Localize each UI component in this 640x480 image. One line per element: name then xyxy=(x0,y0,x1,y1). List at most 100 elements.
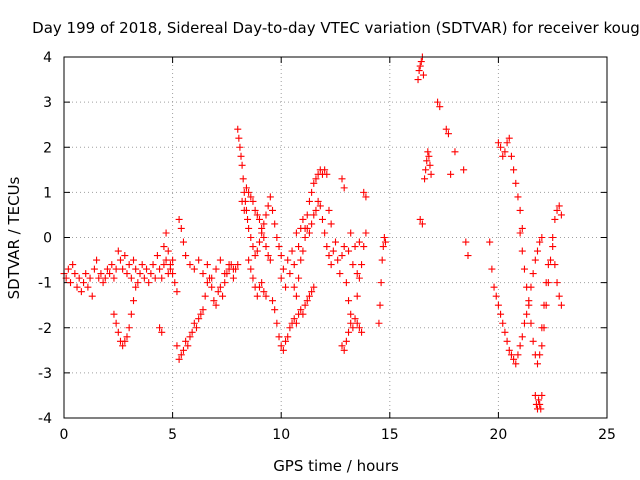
data-point xyxy=(149,261,157,269)
data-point xyxy=(275,243,283,251)
data-point xyxy=(303,211,311,219)
data-point xyxy=(378,256,386,264)
data-point xyxy=(208,283,216,291)
data-point xyxy=(245,224,253,232)
data-point xyxy=(551,261,559,269)
data-point xyxy=(116,256,124,264)
data-point xyxy=(69,261,77,269)
data-point xyxy=(162,229,170,237)
data-point xyxy=(355,324,363,332)
data-point xyxy=(251,206,259,214)
data-point xyxy=(516,206,524,214)
data-point xyxy=(110,310,118,318)
data-point xyxy=(358,328,366,336)
data-point xyxy=(503,337,511,345)
data-point xyxy=(262,243,270,251)
data-point xyxy=(290,283,298,291)
data-point xyxy=(186,261,194,269)
data-point xyxy=(360,188,368,196)
data-point xyxy=(295,243,303,251)
data-point xyxy=(121,252,129,260)
data-point xyxy=(219,292,227,300)
series-segment-w xyxy=(538,202,565,350)
data-point xyxy=(557,211,565,219)
data-point xyxy=(273,234,281,241)
data-point xyxy=(284,256,292,264)
data-point xyxy=(416,62,424,70)
data-point xyxy=(112,265,120,273)
data-point xyxy=(505,346,513,354)
data-point xyxy=(336,270,344,278)
data-point xyxy=(310,179,318,187)
data-point xyxy=(212,265,220,273)
data-point xyxy=(547,256,555,264)
data-point xyxy=(221,270,229,278)
y-axis-label: SDTVAR / TECUs xyxy=(5,176,23,299)
data-point xyxy=(523,310,531,318)
data-point xyxy=(321,229,329,237)
data-point xyxy=(277,342,285,350)
data-point xyxy=(247,265,255,273)
data-point xyxy=(262,292,270,300)
data-point xyxy=(312,206,320,214)
data-point xyxy=(538,342,546,350)
data-point xyxy=(190,265,198,273)
data-point xyxy=(212,301,220,309)
data-point xyxy=(225,261,233,269)
data-point xyxy=(318,215,326,223)
data-point xyxy=(195,315,203,323)
data-point xyxy=(245,256,253,264)
x-tick-label: 10 xyxy=(272,427,290,443)
data-point xyxy=(282,337,290,345)
data-point xyxy=(286,324,294,332)
data-point xyxy=(110,274,118,282)
data-point xyxy=(169,270,177,278)
data-point xyxy=(71,270,79,278)
data-point xyxy=(125,261,133,269)
data-point xyxy=(555,202,563,210)
data-point xyxy=(416,215,424,223)
data-point xyxy=(286,270,294,278)
data-point xyxy=(82,270,90,278)
data-point xyxy=(514,351,522,359)
data-point xyxy=(284,333,292,341)
data-point xyxy=(158,274,166,282)
data-point xyxy=(434,98,442,106)
data-point xyxy=(305,229,313,237)
data-point xyxy=(303,224,311,232)
data-point xyxy=(190,319,198,327)
data-point xyxy=(518,224,526,232)
data-point xyxy=(462,238,470,246)
data-point xyxy=(299,310,307,318)
grid-lines xyxy=(64,57,607,418)
data-point xyxy=(381,238,389,246)
data-point xyxy=(355,238,363,246)
data-point xyxy=(376,301,384,309)
data-point xyxy=(353,270,361,278)
data-point xyxy=(295,274,303,282)
y-tick-label: -2 xyxy=(38,321,52,337)
data-point xyxy=(342,337,350,345)
series-segment-h xyxy=(245,256,270,300)
data-point xyxy=(80,279,88,287)
data-point xyxy=(147,270,155,278)
data-point xyxy=(251,252,259,260)
data-point xyxy=(308,188,316,196)
data-point xyxy=(203,279,211,287)
data-point xyxy=(355,274,363,282)
data-point xyxy=(153,252,161,260)
data-point xyxy=(199,270,207,278)
data-point xyxy=(436,103,444,111)
data-point xyxy=(531,256,539,264)
data-point xyxy=(273,319,281,327)
data-point xyxy=(77,288,85,296)
data-point xyxy=(323,170,331,178)
data-point xyxy=(486,238,494,246)
data-point xyxy=(533,360,541,368)
data-point xyxy=(375,319,383,327)
data-point xyxy=(234,125,242,133)
data-point xyxy=(64,265,72,273)
data-point xyxy=(158,328,166,336)
data-point xyxy=(90,265,98,273)
